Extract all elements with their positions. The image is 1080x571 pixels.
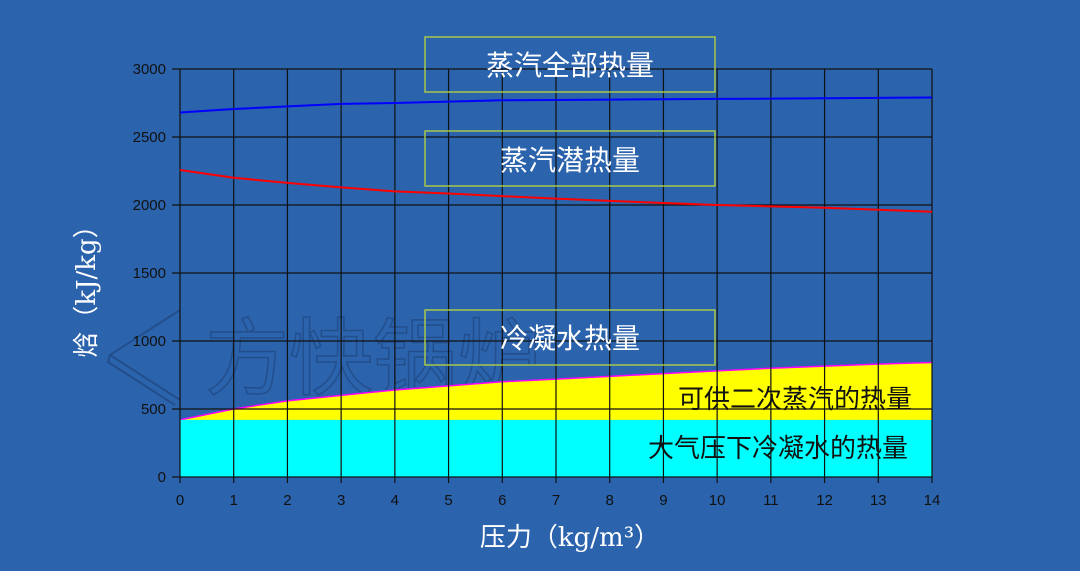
annotation-box-condensate	[424, 309, 716, 366]
label-total-steam-heat: 蒸汽全部热量	[486, 49, 654, 82]
x-tick-label: 9	[659, 492, 667, 509]
y-tick-label: 500	[141, 401, 166, 418]
x-tick-label: 6	[498, 492, 506, 509]
y-tick-label: 0	[158, 469, 166, 486]
x-tick-label: 8	[606, 492, 614, 509]
label-condensate-heat: 冷凝水热量	[500, 322, 640, 355]
series-line-蒸汽全部热量	[179, 96, 933, 114]
x-tick-label: 3	[337, 492, 345, 509]
series-line-蒸汽潜热量	[179, 169, 933, 213]
y-tick-label: 2000	[133, 197, 166, 214]
x-tick-label: 5	[444, 492, 452, 509]
x-tick-label: 1	[230, 492, 238, 509]
y-axis-title: 焓（kJ/kg）	[72, 212, 102, 357]
x-tick-label: 12	[816, 492, 833, 509]
x-tick-label: 11	[763, 492, 779, 509]
x-tick-label: 10	[709, 492, 726, 509]
x-tick-label: 14	[924, 492, 941, 509]
y-tick-label: 2500	[133, 129, 166, 146]
y-tick-label: 1000	[133, 333, 166, 350]
x-tick-label: 13	[870, 492, 887, 509]
y-tick-label: 3000	[133, 61, 166, 78]
x-tick-label: 2	[283, 492, 291, 509]
y-tick-label: 1500	[133, 265, 166, 282]
label-flash-steam-heat: 可供二次蒸汽的热量	[678, 385, 912, 415]
x-axis-title: 压力（kg/m³）	[480, 523, 660, 553]
label-latent-heat: 蒸汽潜热量	[500, 144, 640, 177]
label-atm-condensate-heat: 大气压下冷凝水的热量	[648, 434, 908, 464]
x-tick-label: 4	[391, 492, 399, 509]
x-tick-label: 0	[176, 492, 184, 509]
annotation-box-latent	[424, 130, 716, 187]
annotation-box-total	[424, 36, 716, 93]
x-tick-label: 7	[552, 492, 560, 509]
